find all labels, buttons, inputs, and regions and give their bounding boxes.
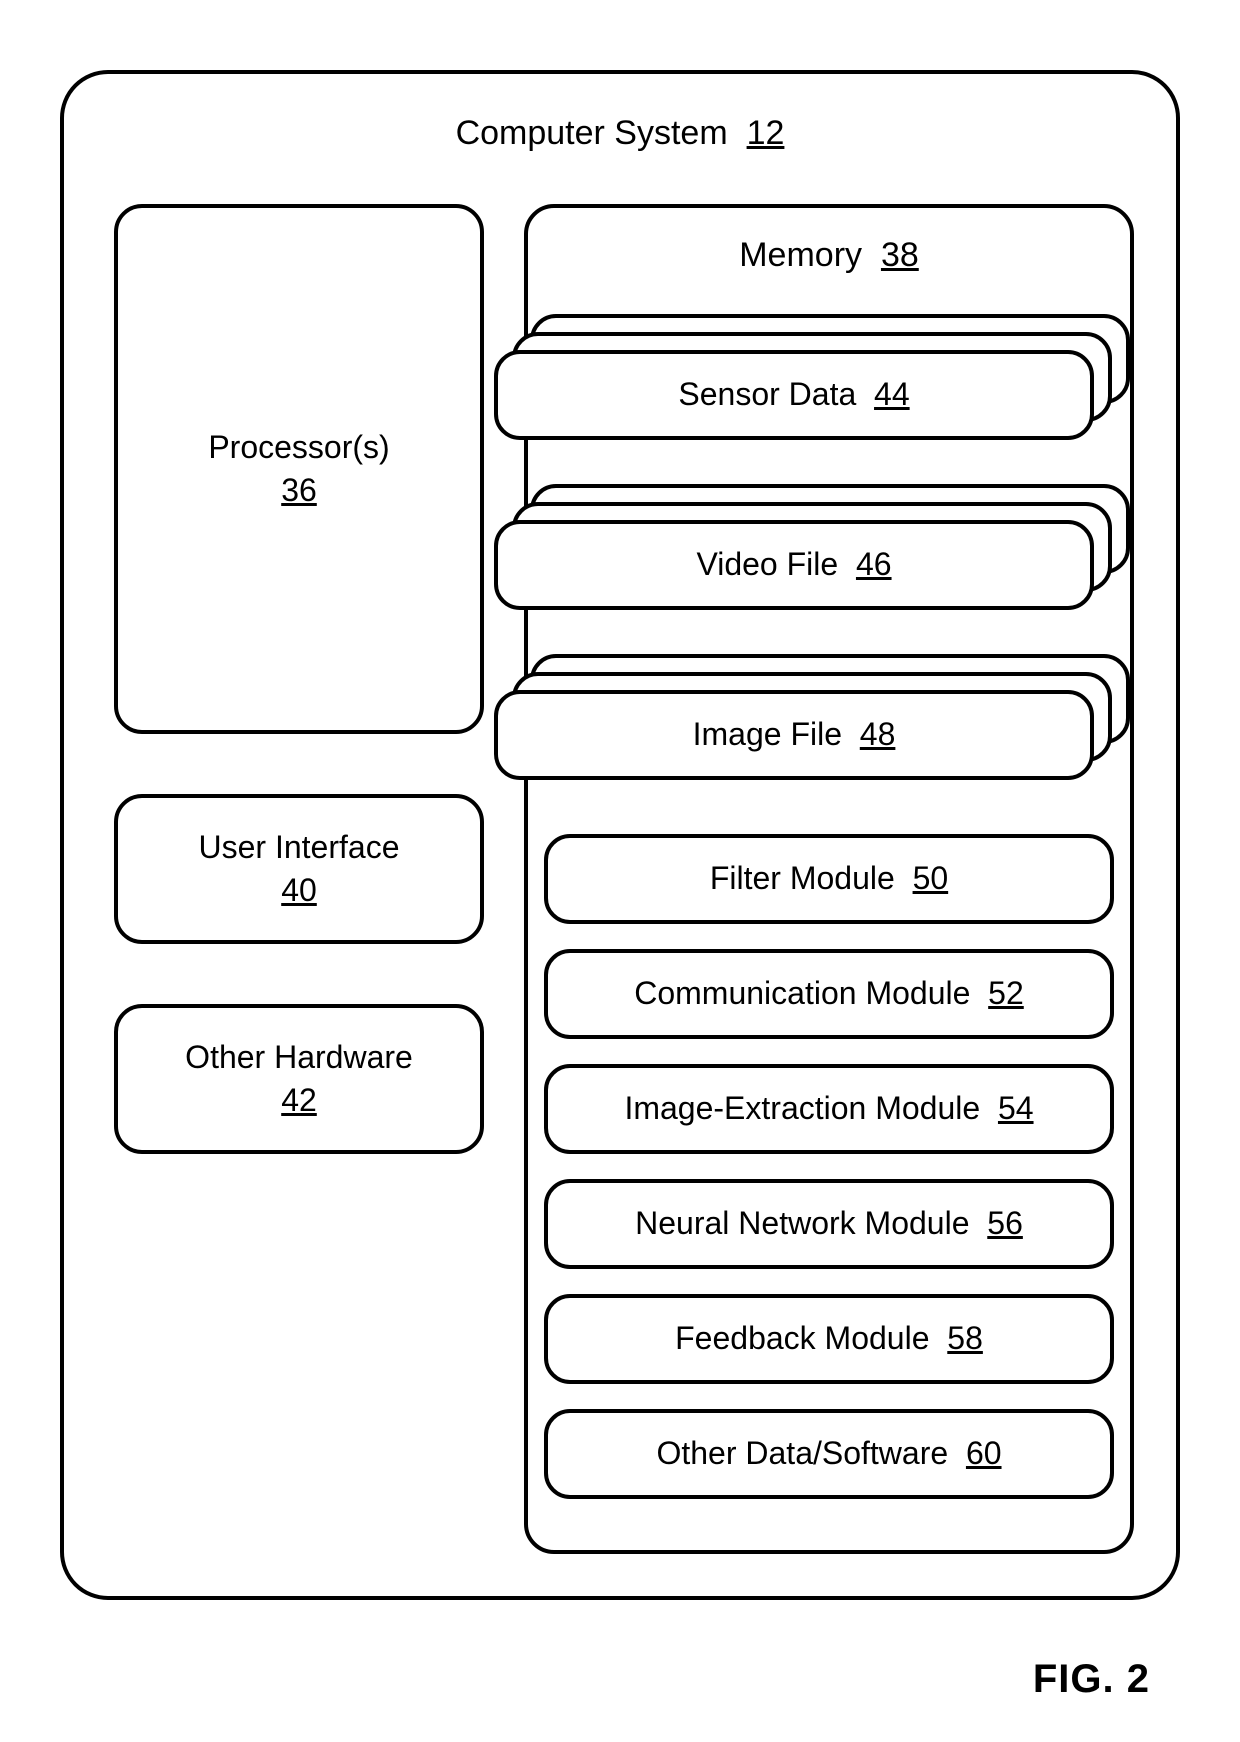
user-interface-label: User Interface — [199, 829, 400, 865]
feedback-module-box: Feedback Module 58 — [544, 1294, 1114, 1384]
filter-module-label-wrap: Filter Module 50 — [548, 857, 1110, 900]
sensor-data-label: Sensor Data — [678, 376, 856, 412]
memory-title: Memory 38 — [528, 236, 1130, 275]
communication-module-ref: 52 — [988, 975, 1024, 1011]
computer-system-box: Computer System 12 Processor(s) 36 User … — [60, 70, 1180, 1600]
other-data-software-box: Other Data/Software 60 — [544, 1409, 1114, 1499]
communication-module-label-wrap: Communication Module 52 — [548, 972, 1110, 1015]
neural-network-module-ref: 56 — [987, 1205, 1023, 1241]
other-hardware-label-wrap: Other Hardware 42 — [118, 1036, 480, 1122]
computer-system-ref: 12 — [747, 114, 785, 152]
sensor-data-label-wrap: Sensor Data 44 — [498, 373, 1090, 416]
filter-module-box: Filter Module 50 — [544, 834, 1114, 924]
user-interface-box: User Interface 40 — [114, 794, 484, 944]
image-extraction-module-box: Image-Extraction Module 54 — [544, 1064, 1114, 1154]
sensor-data-box: Sensor Data 44 — [494, 350, 1094, 440]
video-file-label: Video File — [696, 546, 838, 582]
other-data-software-ref: 60 — [966, 1435, 1002, 1471]
video-file-ref: 46 — [856, 546, 892, 582]
processors-ref: 36 — [281, 472, 317, 508]
processors-label-wrap: Processor(s) 36 — [118, 426, 480, 512]
image-extraction-module-label-wrap: Image-Extraction Module 54 — [548, 1087, 1110, 1130]
other-hardware-ref: 42 — [281, 1082, 317, 1118]
video-file-box: Video File 46 — [494, 520, 1094, 610]
feedback-module-ref: 58 — [947, 1320, 983, 1356]
filter-module-ref: 50 — [913, 860, 949, 896]
computer-system-label: Computer System — [456, 114, 728, 152]
other-data-software-label: Other Data/Software — [656, 1435, 948, 1471]
filter-module-label: Filter Module — [710, 860, 895, 896]
other-data-software-label-wrap: Other Data/Software 60 — [548, 1432, 1110, 1475]
image-extraction-module-ref: 54 — [998, 1090, 1034, 1126]
sensor-data-ref: 44 — [874, 376, 910, 412]
video-file-label-wrap: Video File 46 — [498, 543, 1090, 586]
image-file-stack: Image File 48 — [494, 654, 1144, 784]
image-file-label: Image File — [693, 716, 842, 752]
feedback-module-label: Feedback Module — [675, 1320, 929, 1356]
image-file-box: Image File 48 — [494, 690, 1094, 780]
user-interface-ref: 40 — [281, 872, 317, 908]
figure-label: FIG. 2 — [1033, 1657, 1150, 1702]
communication-module-label: Communication Module — [634, 975, 970, 1011]
neural-network-module-label-wrap: Neural Network Module 56 — [548, 1202, 1110, 1245]
computer-system-title: Computer System 12 — [64, 114, 1176, 153]
image-extraction-module-label: Image-Extraction Module — [624, 1090, 980, 1126]
image-file-label-wrap: Image File 48 — [498, 713, 1090, 756]
sensor-data-stack: Sensor Data 44 — [494, 314, 1144, 444]
memory-label: Memory — [739, 236, 862, 274]
other-hardware-box: Other Hardware 42 — [114, 1004, 484, 1154]
user-interface-label-wrap: User Interface 40 — [118, 826, 480, 912]
processors-box: Processor(s) 36 — [114, 204, 484, 734]
communication-module-box: Communication Module 52 — [544, 949, 1114, 1039]
neural-network-module-box: Neural Network Module 56 — [544, 1179, 1114, 1269]
other-hardware-label: Other Hardware — [185, 1039, 413, 1075]
video-file-stack: Video File 46 — [494, 484, 1144, 614]
image-file-ref: 48 — [860, 716, 896, 752]
neural-network-module-label: Neural Network Module — [635, 1205, 969, 1241]
memory-ref: 38 — [881, 236, 919, 274]
page: Computer System 12 Processor(s) 36 User … — [0, 0, 1240, 1742]
feedback-module-label-wrap: Feedback Module 58 — [548, 1317, 1110, 1360]
processors-label: Processor(s) — [208, 429, 389, 465]
